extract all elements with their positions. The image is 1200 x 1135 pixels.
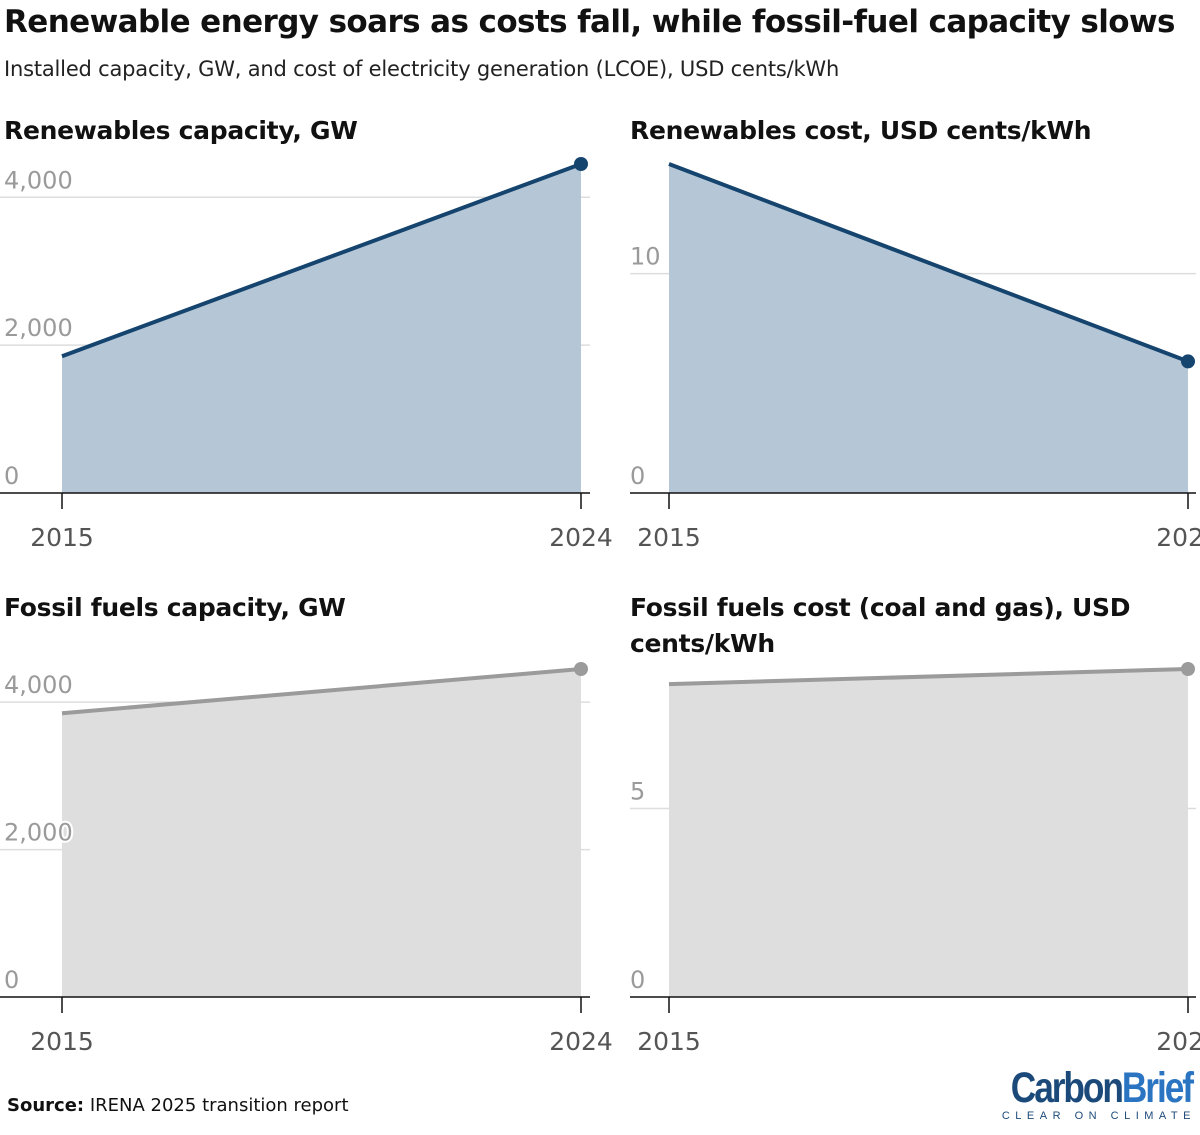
renewables-cost-line: [668, 162, 1189, 364]
fossil-capacity-x-tick-label: 2015: [30, 1027, 94, 1056]
brand-name-brief: Brief: [1121, 1064, 1194, 1112]
source-text: IRENA 2025 transition report: [89, 1095, 349, 1116]
renewables-cost-x-tick-label: 2015: [637, 523, 701, 552]
panel-title-fossil-cost: Fossil fuels cost (coal and gas), USD ce…: [630, 593, 1131, 658]
renewables-capacity-ytick-label: 0: [4, 462, 19, 490]
brand-tagline: CLEAR ON CLIMATE: [1001, 1110, 1196, 1122]
renewables-cost-area: [669, 164, 1188, 493]
renewables-capacity-ytick-label: 4,000: [4, 166, 73, 194]
renewables-capacity-ytick-label: 2,000: [4, 314, 73, 342]
fossil-capacity-ytick-label: 4,000: [4, 671, 73, 699]
chart-subtitle: Installed capacity, GW, and cost of elec…: [4, 57, 840, 81]
fossil-cost-area: [669, 669, 1188, 997]
fossil-cost-ytick-label: 5: [630, 777, 645, 805]
source-label: Source:: [7, 1095, 85, 1116]
fossil-cost-ytick-label: 0: [630, 966, 645, 994]
fossil-capacity-x-tick-label: 2024: [549, 1027, 613, 1056]
fossil-capacity-ytick-label: 2,000: [4, 819, 73, 847]
fossil-cost-end-point: [1181, 662, 1195, 676]
renewables-cost-ytick-label: 0: [630, 462, 645, 490]
renewables-capacity-end-point: [574, 157, 588, 171]
fossil-cost-line: [668, 667, 1189, 687]
panel-title-renewables-capacity: Renewables capacity, GW: [4, 116, 358, 145]
brand-name-carbon: Carbon: [1010, 1064, 1124, 1112]
fossil-capacity-end-point: [574, 662, 588, 676]
renewables-capacity-line: [61, 162, 582, 359]
renewables-cost-end-point: [1181, 354, 1195, 369]
brand-name: CarbonBrief: [1010, 1064, 1194, 1112]
fossil-cost-x-tick-label: 2024: [1156, 1027, 1200, 1056]
fossil-capacity-line: [61, 667, 582, 716]
renewables-cost-x-tick-label: 2024: [1156, 523, 1200, 552]
fossil-capacity-ytick-label: 0: [4, 966, 19, 994]
renewables-capacity-x-tick-label: 2015: [30, 523, 94, 552]
fossil-cost-x-tick-label: 2015: [637, 1027, 701, 1056]
renewables-capacity-area: [62, 164, 581, 493]
panel-title-renewables-cost: Renewables cost, USD cents/kWh: [630, 116, 1092, 145]
source-note: Source: IRENA 2025 transition report: [7, 1095, 349, 1116]
renewables-capacity-x-tick-label: 2024: [549, 523, 613, 552]
carbon-brief-logo: CarbonBrief CLEAR ON CLIMATE: [971, 1064, 1194, 1123]
fossil-capacity-area: [62, 669, 581, 997]
panel-title-fossil-capacity: Fossil fuels capacity, GW: [4, 593, 346, 622]
renewables-cost-ytick-label: 10: [630, 243, 661, 271]
chart-title: Renewable energy soars as costs fall, wh…: [4, 4, 1175, 40]
